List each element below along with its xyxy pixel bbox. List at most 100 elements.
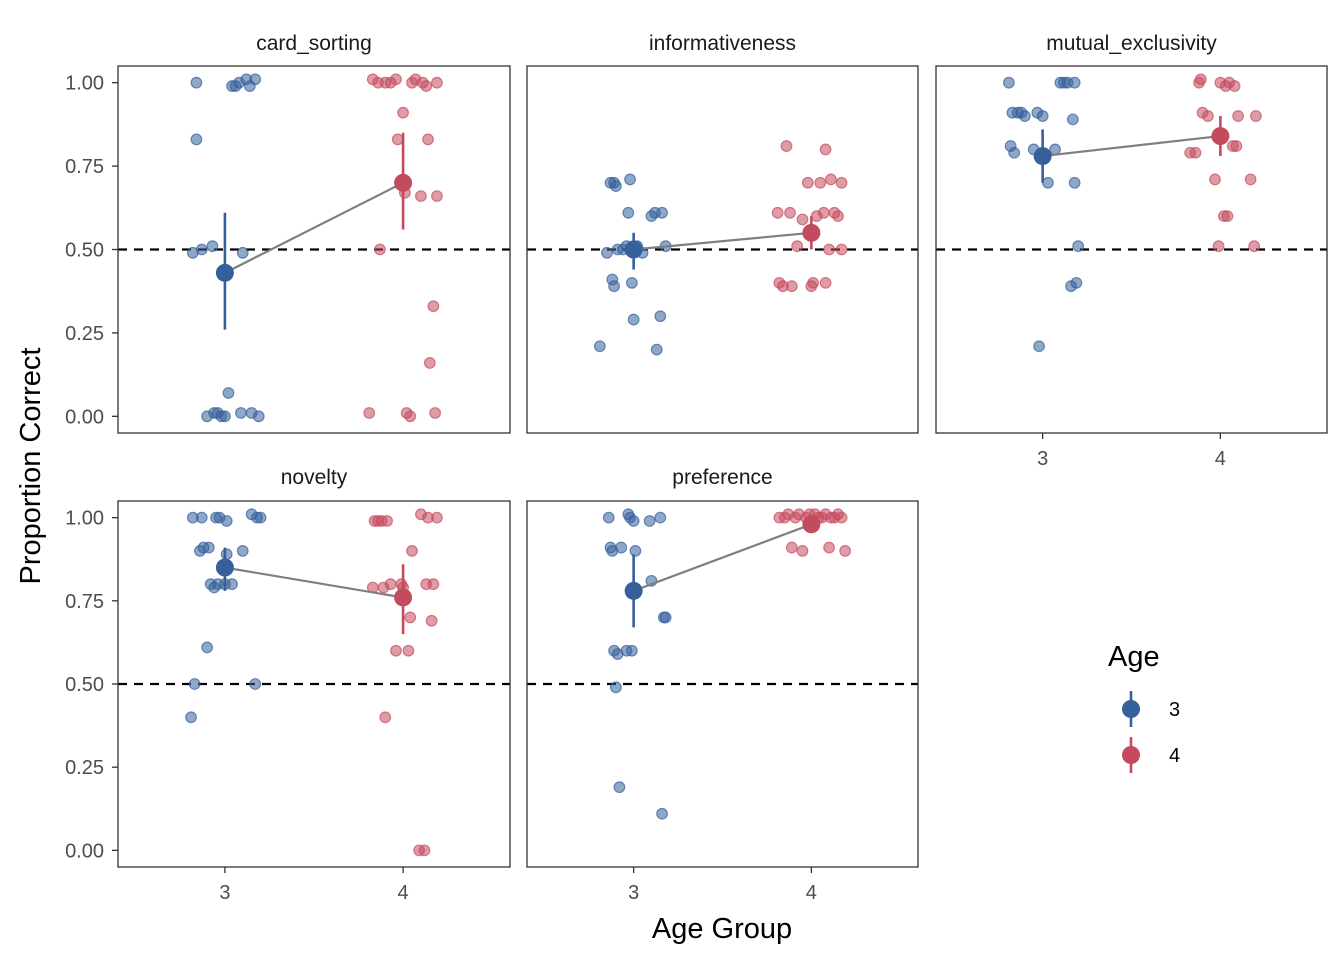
data-point-age-3 [627,515,640,527]
panel-title: card_sorting [256,32,372,55]
data-point-age-3 [222,387,235,399]
data-point-age-3 [190,133,203,146]
data-point-age-3 [625,644,638,657]
mean-point-age-3 [624,240,643,259]
data-point-age-3 [1042,176,1054,189]
data-point-age-4 [397,106,409,119]
data-point-age-4 [420,80,433,92]
data-point-age-3 [615,541,628,554]
data-point-age-4 [823,541,836,554]
data-point-age-4 [363,407,376,419]
data-point-age-4 [1244,173,1257,186]
x-tick-label: 3 [628,882,639,904]
data-point-age-4 [391,133,404,146]
data-point-age-3 [601,246,613,259]
mean-connector-line [224,566,404,599]
data-point-age-3 [1070,276,1083,289]
mean-point-age-3 [215,558,234,577]
data-point-age-4 [390,644,402,657]
data-point-age-3 [195,511,208,524]
mean-point-age-3 [624,581,643,600]
data-point-age-4 [771,206,784,219]
mean-point-age-4 [802,223,821,242]
data-point-age-4 [791,240,804,253]
data-point-age-3 [627,313,640,326]
data-point-age-3 [1033,340,1045,353]
data-point-age-3 [236,246,249,259]
x-tick-label: 4 [398,882,409,904]
data-point-age-3 [625,276,638,289]
data-point-age-3 [254,511,267,524]
y-tick-label: 0.00 [65,840,104,862]
data-point-age-4 [819,143,832,156]
data-point-age-3 [654,511,667,524]
data-point-age-3 [219,410,231,423]
data-point-age-3 [249,678,262,690]
legend-label-3: 3 [1169,699,1180,721]
data-point-age-3 [195,243,208,256]
data-point-age-3 [226,578,238,591]
data-point-age-4 [780,140,793,152]
panel-novelty: novelty 0.00 0.25 0.50 0.75 1.00 3 4 [65,466,511,904]
data-point-age-3 [1072,240,1085,253]
data-point-age-3 [206,240,219,253]
data-point-age-4 [817,206,830,219]
data-point-age-4 [1221,210,1234,223]
y-tick-label: 0.00 [65,406,104,428]
panel-border [526,500,919,868]
data-point-age-4 [1189,146,1202,159]
data-point-age-4 [1230,140,1243,152]
data-point-age-4 [431,190,443,203]
x-tick-label: 4 [806,882,817,904]
mean-connector-line [633,523,812,592]
x-tick-label: 4 [1215,448,1226,470]
data-point-age-4 [825,173,837,186]
data-point-age-3 [609,681,622,694]
data-point-age-3 [659,611,672,624]
mean-point-age-4 [394,173,413,192]
y-tick-label: 1.00 [65,73,104,95]
data-point-age-4 [1194,73,1207,86]
mean-connector-line [1042,134,1221,158]
data-point-age-3 [1068,176,1081,189]
data-point-age-4 [404,611,417,624]
panel-border [935,65,1328,434]
y-axis-title: Proportion Correct [15,348,47,585]
data-point-age-4 [1228,80,1241,92]
panel-mutual_exclusivity: mutual_exclusivity 3 4 [935,32,1328,470]
mean-connector-line [224,181,404,274]
x-tick-label: 3 [1037,448,1048,470]
data-point-age-4 [379,711,392,724]
data-point-age-3 [608,280,620,293]
x-axis-title: Age Group [652,913,792,945]
y-tick-label: 0.75 [65,156,104,178]
data-point-age-3 [602,511,615,524]
panel-card_sorting: card_sorting 0.00 0.25 0.50 0.75 1.00 [65,32,511,434]
data-point-age-3 [202,541,215,554]
data-point-age-3 [613,781,626,794]
data-point-age-4 [835,243,848,256]
data-point-age-3 [643,515,656,527]
y-tick-label: 0.50 [65,674,104,696]
data-point-age-4 [801,176,814,189]
data-point-age-3 [593,340,606,353]
data-point-age-4 [835,511,848,524]
data-point-age-4 [796,213,809,226]
data-point-age-3 [654,310,667,323]
legend-title: Age [1108,641,1160,673]
panel-title: preference [672,466,772,489]
data-point-age-3 [249,73,262,86]
data-point-age-4 [431,76,443,89]
data-point-age-3 [1018,110,1031,122]
data-point-age-4 [796,545,809,557]
data-point-age-4 [384,578,397,591]
mean-point-age-3 [1033,147,1052,166]
data-point-age-4 [819,276,832,289]
data-point-age-4 [1209,173,1221,186]
legend-key-point-3 [1122,700,1140,718]
data-point-age-4 [835,176,848,189]
data-point-age-4 [427,578,440,591]
data-point-age-3 [1002,76,1015,89]
data-point-age-4 [422,133,434,146]
data-point-age-4 [1248,240,1261,253]
